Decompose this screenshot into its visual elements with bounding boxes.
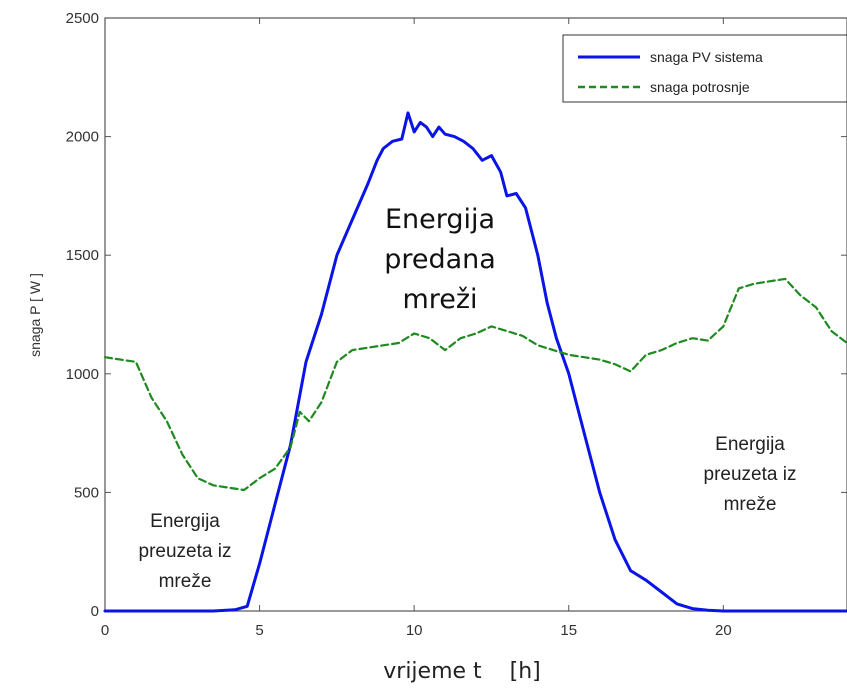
axis-ticks: 0 5 10 15 20 0 500 1000 1500 2000 2500 — [66, 10, 847, 639]
annotation-left-line: mreže — [159, 571, 212, 592]
series-line-pv — [103, 111, 847, 613]
x-axis-label: vrijeme t [h] — [383, 659, 541, 684]
x-tick-label: 10 — [406, 622, 423, 639]
annotation-center-line: predana — [384, 244, 496, 275]
series-lines — [103, 111, 847, 613]
annotation-right: Energija preuzeta iz mreže — [704, 434, 797, 515]
plot-frame — [104, 17, 847, 612]
annotation-right-line: mreže — [724, 494, 777, 515]
x-tick-label: 20 — [715, 622, 732, 639]
y-tick-label: 1500 — [66, 247, 99, 264]
legend-label-consumption: snaga potrosnje — [650, 79, 750, 95]
y-axis-label: snaga P [ W ] — [27, 273, 43, 357]
annotation-left-line: Energija — [150, 511, 220, 532]
series-line-consumption — [103, 277, 847, 492]
y-tick-label: 2000 — [66, 129, 99, 146]
annotation-left: Energija preuzeta iz mreže — [139, 511, 232, 592]
legend: snaga PV sistema snaga potrosnje — [562, 34, 847, 103]
annotation-right-line: preuzeta iz — [704, 464, 797, 485]
annotation-center-line: mreži — [402, 284, 477, 315]
annotation-center-line: Energija — [385, 204, 495, 235]
legend-box — [562, 34, 847, 103]
x-tick-label: 5 — [255, 622, 263, 639]
y-tick-label: 0 — [91, 603, 99, 620]
y-tick-label: 1000 — [66, 366, 99, 383]
annotation-center: Energija predana mreži — [384, 204, 496, 315]
annotation-right-line: Energija — [715, 434, 785, 455]
legend-label-pv: snaga PV sistema — [650, 49, 763, 65]
x-tick-label: 15 — [560, 622, 577, 639]
y-tick-label: 2500 — [66, 10, 99, 27]
y-tick-label: 500 — [74, 484, 99, 501]
annotation-left-line: preuzeta iz — [139, 541, 232, 562]
x-tick-label: 0 — [101, 622, 109, 639]
